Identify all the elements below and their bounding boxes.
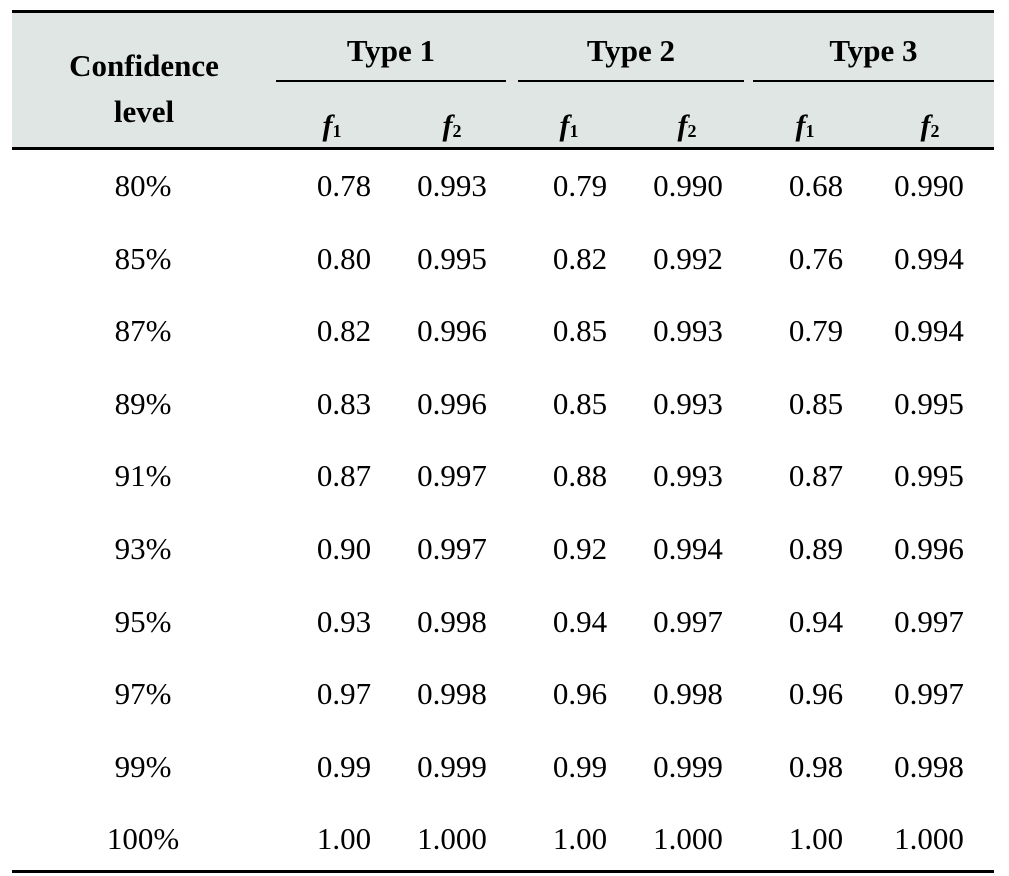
table-cell: 0.997 (653, 603, 723, 639)
table-cell: 0.992 (653, 240, 723, 276)
confidence-level-cell: 99% (114, 748, 172, 784)
table-cell: 0.92 (552, 530, 608, 566)
table-cell: 0.87 (788, 458, 844, 494)
table-cell: 0.68 (788, 168, 844, 203)
table-cell: 0.998 (894, 748, 964, 784)
table-cell: 0.98 (788, 748, 844, 784)
table-body: 80% 0.78 0.993 0.79 0.990 0.68 0.990 85%… (12, 150, 994, 876)
table-cell: 0.94 (552, 603, 608, 639)
table-cell: 0.82 (316, 313, 372, 349)
table-cell: 0.97 (316, 676, 372, 712)
table-row: 100% 1.00 1.000 1.00 1.000 1.00 1.000 (12, 803, 994, 876)
subheader-type1-f1: f1 (322, 109, 342, 142)
data-table: Confidence level Type 1 Type 2 Type 3 f1… (12, 10, 994, 876)
table-row: 93% 0.90 0.997 0.92 0.994 0.89 0.996 (12, 513, 994, 586)
confidence-level-cell: 95% (114, 603, 172, 639)
table-cell: 0.79 (552, 168, 608, 203)
table-row: 97% 0.97 0.998 0.96 0.998 0.96 0.997 (12, 658, 994, 731)
table-cell: 1.000 (894, 821, 964, 857)
table-cell: 1.000 (653, 821, 723, 857)
table-cell: 0.993 (653, 385, 723, 421)
table-cell: 0.995 (894, 458, 964, 494)
table-cell: 1.00 (552, 821, 608, 857)
table-cell: 0.999 (653, 748, 723, 784)
confidence-level-cell: 91% (114, 458, 172, 494)
table-bottom-rule (12, 870, 994, 873)
table-cell: 0.90 (316, 530, 372, 566)
table-row: 85% 0.80 0.995 0.82 0.992 0.76 0.994 (12, 223, 994, 296)
type-3-header: Type 3 (829, 33, 918, 68)
type-1-header: Type 1 (346, 33, 436, 68)
table-cell: 0.85 (552, 385, 608, 421)
type-1-underline (276, 80, 506, 82)
table-cell: 0.997 (894, 676, 964, 712)
subheader-type3-f2: f2 (920, 109, 940, 142)
confidence-level-cell: 97% (114, 676, 172, 712)
table-cell: 0.993 (653, 458, 723, 494)
table-cell: 0.85 (788, 385, 844, 421)
table-row: 89% 0.83 0.996 0.85 0.993 0.85 0.995 (12, 368, 994, 441)
table-cell: 0.96 (552, 676, 608, 712)
table-row: 87% 0.82 0.996 0.85 0.993 0.79 0.994 (12, 295, 994, 368)
table-cell: 0.93 (316, 603, 372, 639)
type-2-underline (518, 80, 744, 82)
table-cell: 0.996 (417, 313, 487, 349)
table-cell: 0.997 (894, 603, 964, 639)
table-cell: 0.94 (788, 603, 844, 639)
table-row: 91% 0.87 0.997 0.88 0.993 0.87 0.995 (12, 440, 994, 513)
subheader-type2-f1: f1 (559, 109, 579, 142)
table-row: 99% 0.99 0.999 0.99 0.999 0.98 0.998 (12, 731, 994, 804)
table-cell: 0.994 (894, 240, 964, 276)
table-cell: 0.990 (653, 168, 723, 203)
table-cell: 0.994 (653, 530, 723, 566)
table-cell: 0.995 (894, 385, 964, 421)
table-cell: 0.96 (788, 676, 844, 712)
subheader-type3-f1: f1 (795, 109, 815, 142)
table-cell: 0.83 (316, 385, 372, 421)
table-cell: 0.999 (417, 748, 487, 784)
table-cell: 0.99 (316, 748, 372, 784)
table-cell: 0.990 (894, 168, 964, 203)
table-cell: 1.000 (417, 821, 487, 857)
table-row: 95% 0.93 0.998 0.94 0.997 0.94 0.997 (12, 586, 994, 659)
subheader-type1-f2: f2 (442, 109, 462, 142)
table-cell: 0.998 (653, 676, 723, 712)
table-cell: 0.998 (417, 603, 487, 639)
table-cell: 0.996 (417, 385, 487, 421)
table-cell: 0.87 (316, 458, 372, 494)
confidence-level-cell: 80% (114, 168, 172, 203)
confidence-level-cell: 100% (106, 821, 180, 857)
table-row: 80% 0.78 0.993 0.79 0.990 0.68 0.990 (12, 150, 994, 223)
table-cell: 0.99 (552, 748, 608, 784)
confidence-level-header: Confidence level (69, 48, 219, 129)
confidence-level-cell: 87% (114, 313, 172, 349)
table-cell: 0.89 (788, 530, 844, 566)
table-cell: 0.993 (417, 168, 487, 203)
confidence-level-cell: 89% (114, 385, 172, 421)
table-cell: 0.88 (552, 458, 608, 494)
type-2-header: Type 2 (586, 33, 676, 68)
confidence-level-cell: 93% (114, 530, 172, 566)
table-cell: 1.00 (316, 821, 372, 857)
confidence-level-cell: 85% (114, 240, 172, 276)
table-cell: 0.76 (788, 240, 844, 276)
table-cell: 0.997 (417, 530, 487, 566)
table-cell: 0.996 (894, 530, 964, 566)
table-cell: 0.82 (552, 240, 608, 276)
table-cell: 0.85 (552, 313, 608, 349)
table-cell: 0.997 (417, 458, 487, 494)
type-3-underline (753, 80, 994, 82)
table-cell: 0.998 (417, 676, 487, 712)
table-cell: 0.79 (788, 313, 844, 349)
table-cell: 1.00 (788, 821, 844, 857)
table-cell: 0.995 (417, 240, 487, 276)
table-header: Confidence level Type 1 Type 2 Type 3 f1… (12, 10, 994, 150)
table-cell: 0.78 (316, 168, 372, 203)
table-cell: 0.994 (894, 313, 964, 349)
subheader-type2-f2: f2 (677, 109, 697, 142)
table-cell: 0.993 (653, 313, 723, 349)
table-cell: 0.80 (316, 240, 372, 276)
